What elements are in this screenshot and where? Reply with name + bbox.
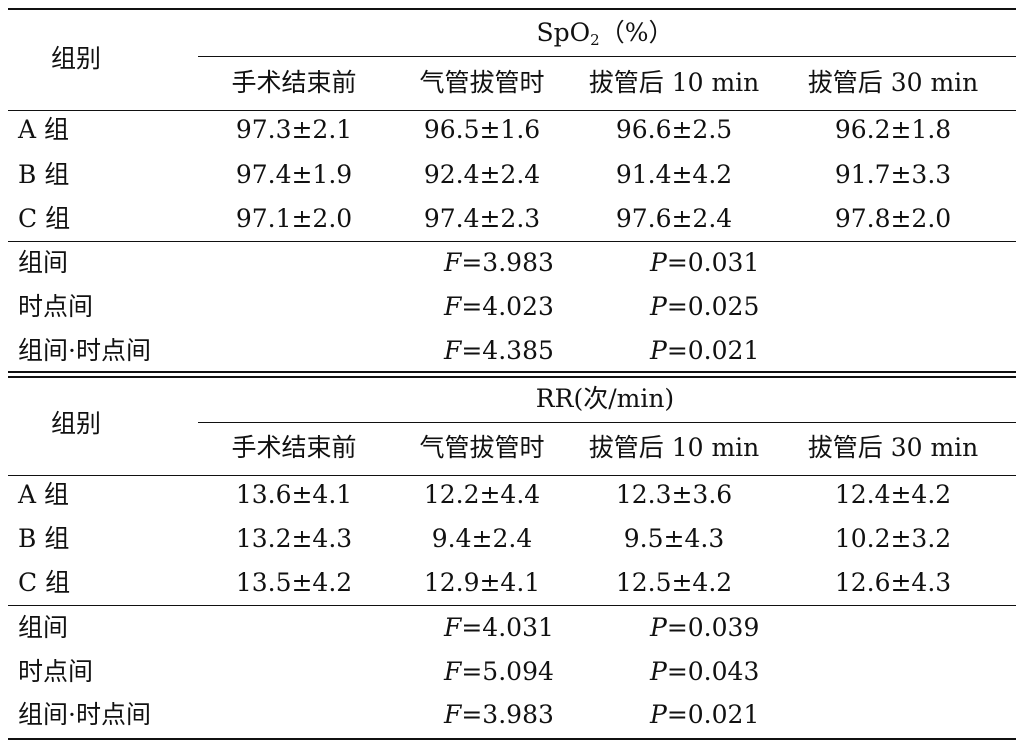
data-cell: 12.9±4.1 <box>423 568 541 597</box>
data-cell: 13.5±4.2 <box>235 568 353 597</box>
stats-rule <box>8 605 1016 606</box>
data-cell: 97.4±1.9 <box>235 160 353 189</box>
stats-label: 组间 <box>18 248 69 277</box>
f-statistic: F=4.023 <box>444 292 554 321</box>
row-label: C 组 <box>18 568 71 597</box>
row-label: B 组 <box>18 160 70 189</box>
column-header: 拔管后 10 min <box>588 68 760 97</box>
f-statistic: F=3.983 <box>444 248 554 277</box>
column-header: 气管拔管时 <box>419 68 545 97</box>
column-header: 拔管后 10 min <box>588 433 760 462</box>
data-cell: 97.8±2.0 <box>834 204 952 233</box>
f-statistic: F=5.094 <box>444 657 554 686</box>
group-header: 组别 <box>50 44 102 73</box>
column-header-rule <box>8 475 1016 476</box>
row-label: C 组 <box>18 204 71 233</box>
stats-label: 组间·时点间 <box>18 700 151 729</box>
stats-rule <box>8 241 1016 242</box>
column-header: 手术结束前 <box>231 68 357 97</box>
p-value: P=0.031 <box>650 248 760 277</box>
data-cell: 96.2±1.8 <box>834 115 952 144</box>
row-label: A 组 <box>18 480 70 509</box>
row-label: B 组 <box>18 524 70 553</box>
row-label: A 组 <box>18 115 70 144</box>
bottom-rule <box>8 738 1016 740</box>
data-cell: 91.4±4.2 <box>615 160 733 189</box>
data-cell: 12.6±4.3 <box>834 568 952 597</box>
column-header: 手术结束前 <box>231 433 357 462</box>
data-cell: 13.2±4.3 <box>235 524 353 553</box>
p-value: P=0.021 <box>650 700 760 729</box>
f-statistic: F=4.385 <box>444 336 554 365</box>
data-cell: 97.1±2.0 <box>235 204 353 233</box>
data-cell: 12.4±4.2 <box>834 480 952 509</box>
measure-header: SpO2（%） <box>536 18 674 49</box>
p-value: P=0.025 <box>650 292 760 321</box>
data-cell: 13.6±4.1 <box>235 480 353 509</box>
measure-header: RR(次/min) <box>535 384 675 413</box>
data-cell: 9.4±2.4 <box>431 524 533 553</box>
stats-label: 时点间 <box>18 292 94 321</box>
data-cell: 12.2±4.4 <box>423 480 541 509</box>
data-cell: 96.5±1.6 <box>423 115 541 144</box>
data-cell: 97.3±2.1 <box>235 115 353 144</box>
table-divider <box>8 376 1016 378</box>
f-statistic: F=3.983 <box>444 700 554 729</box>
data-cell: 96.6±2.5 <box>615 115 733 144</box>
column-header: 气管拔管时 <box>419 433 545 462</box>
data-cell: 92.4±2.4 <box>423 160 541 189</box>
top-rule <box>8 8 1016 10</box>
data-cell: 12.5±4.2 <box>615 568 733 597</box>
group-header: 组别 <box>50 409 102 438</box>
column-header: 拔管后 30 min <box>807 68 979 97</box>
p-value: P=0.043 <box>650 657 760 686</box>
p-value: P=0.021 <box>650 336 760 365</box>
header-rule <box>198 56 1016 57</box>
data-cell: 97.6±2.4 <box>615 204 733 233</box>
p-value: P=0.039 <box>650 613 760 642</box>
column-header-rule <box>8 110 1016 111</box>
data-cell: 91.7±3.3 <box>834 160 952 189</box>
stats-label: 时点间 <box>18 657 94 686</box>
header-rule <box>198 422 1016 423</box>
data-cell: 12.3±3.6 <box>615 480 733 509</box>
stats-label: 组间·时点间 <box>18 336 151 365</box>
data-cell: 9.5±4.3 <box>623 524 725 553</box>
data-cell: 10.2±3.2 <box>834 524 952 553</box>
table-divider <box>8 371 1016 373</box>
f-statistic: F=4.031 <box>444 613 554 642</box>
data-cell: 97.4±2.3 <box>423 204 541 233</box>
column-header: 拔管后 30 min <box>807 433 979 462</box>
stats-label: 组间 <box>18 613 69 642</box>
